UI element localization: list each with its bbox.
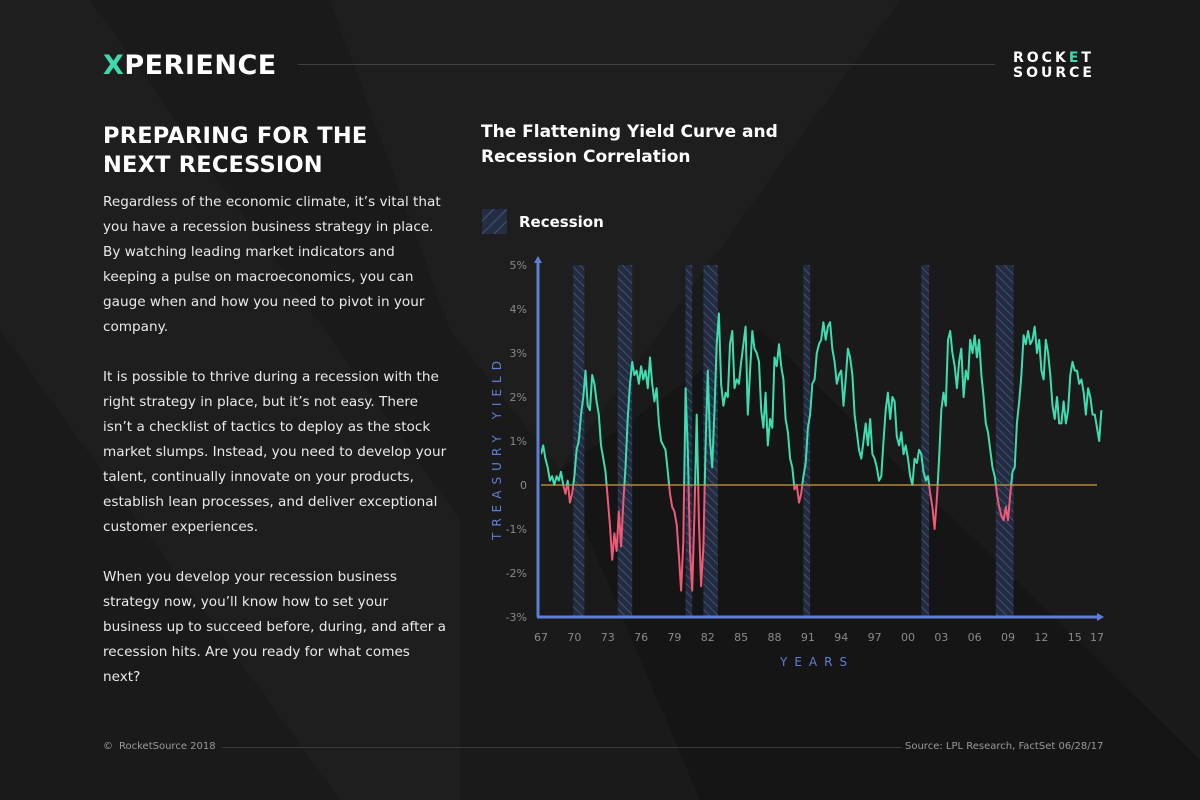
- recession-band: [995, 265, 1014, 617]
- x-tick-label: 85: [734, 631, 748, 644]
- x-tick-label: 94: [834, 631, 848, 644]
- x-axis-title: YEARS: [780, 655, 855, 669]
- x-axis-arrow-icon: [1097, 613, 1104, 621]
- y-tick-label: 0: [520, 479, 527, 492]
- footer-divider: [222, 747, 902, 748]
- chart-title: The Flattening Yield Curve and Recession…: [481, 120, 778, 170]
- rocketsource-logo-rock: ROCK: [1013, 50, 1069, 66]
- y-tick-label: 1%: [510, 435, 527, 448]
- y-tick-label: -2%: [506, 567, 527, 580]
- x-tick-label: 09: [1001, 631, 1015, 644]
- copyright-text: RocketSource 2018: [119, 741, 216, 752]
- rocketsource-logo: ROCKET SOURCE: [1013, 51, 1095, 81]
- yield-line-positive: [541, 312, 1103, 485]
- recession-band-swatch-icon: [482, 209, 507, 234]
- y-tick-label: -1%: [506, 523, 527, 536]
- article-paragraph: Regardless of the economic climate, it’s…: [103, 194, 441, 335]
- y-tick-label: 5%: [510, 259, 527, 272]
- x-tick-label: 88: [768, 631, 782, 644]
- chart-legend: Recession: [482, 209, 604, 234]
- footer-source: Source: LPL Research, FactSet 06/28/17: [905, 741, 1104, 752]
- recession-band: [921, 265, 930, 617]
- y-tick-label: 3%: [510, 347, 527, 360]
- legend-label-recession: Recession: [519, 212, 604, 231]
- footer-copyright: © RocketSource 2018: [103, 741, 216, 752]
- x-tick-label: 12: [1034, 631, 1048, 644]
- y-axis-arrow-icon: [534, 256, 542, 263]
- rocketsource-logo-source: SOURCE: [1013, 65, 1095, 81]
- x-tick-label: 91: [801, 631, 815, 644]
- recession-band: [617, 265, 633, 617]
- x-tick-label: 06: [968, 631, 982, 644]
- x-tick-label: 15: [1068, 631, 1082, 644]
- x-tick-label: 03: [934, 631, 948, 644]
- xperience-logo-mark: X: [103, 50, 125, 81]
- x-tick-label: 97: [868, 631, 882, 644]
- x-tick-label: 17: [1090, 631, 1104, 644]
- article-paragraph: It is possible to thrive during a recess…: [103, 369, 447, 535]
- y-tick-label: -3%: [506, 611, 527, 624]
- xperience-logo: X PERIENCE: [103, 50, 277, 81]
- page-title-line-2: NEXT RECESSION: [103, 152, 323, 178]
- x-tick-label: 00: [901, 631, 915, 644]
- copyright-icon: ©: [103, 741, 113, 752]
- header-divider: [298, 64, 995, 65]
- y-tick-label: 2%: [510, 391, 527, 404]
- x-tick-label: 82: [701, 631, 715, 644]
- page-title: PREPARING FOR THE NEXT RECESSION: [103, 122, 448, 180]
- article-paragraph: When you develop your recession business…: [103, 569, 447, 685]
- y-tick-label: 4%: [510, 303, 527, 316]
- x-tick-label: 73: [601, 631, 615, 644]
- article-column: PREPARING FOR THE NEXT RECESSION Regardl…: [103, 122, 448, 715]
- x-tick-label: 70: [567, 631, 581, 644]
- chart-title-line-1: The Flattening Yield Curve and: [481, 122, 778, 142]
- x-tick-label: 79: [667, 631, 681, 644]
- x-tick-label: 67: [534, 631, 548, 644]
- rocketsource-logo-accent-e: E: [1068, 50, 1082, 66]
- yield-line-negative: [553, 485, 1013, 592]
- page-title-line-1: PREPARING FOR THE: [103, 123, 368, 149]
- recession-band: [685, 265, 693, 617]
- xperience-logo-text: PERIENCE: [124, 50, 277, 81]
- chart-title-line-2: Recession Correlation: [481, 147, 691, 167]
- x-tick-label: 76: [634, 631, 648, 644]
- rocketsource-logo-t: T: [1081, 50, 1094, 66]
